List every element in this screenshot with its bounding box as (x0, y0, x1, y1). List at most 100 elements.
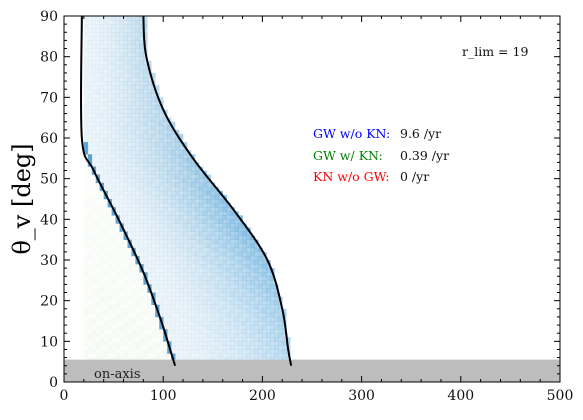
density-cell (147, 199, 152, 204)
density-cell (83, 300, 89, 306)
density-cell (278, 349, 283, 354)
density-cell (198, 264, 204, 269)
density-cell (183, 190, 188, 196)
density-cell (190, 186, 196, 192)
density-cell (103, 268, 108, 273)
density-cell (131, 227, 136, 232)
density-cell (135, 32, 140, 37)
density-cell (147, 190, 152, 196)
density-cell (159, 268, 164, 273)
density-cell (99, 223, 104, 228)
density-cell (218, 325, 224, 330)
density-cell (87, 268, 93, 273)
density-cell (234, 239, 239, 245)
density-cell (163, 325, 168, 330)
density-cell (167, 276, 172, 281)
density-cell (135, 264, 140, 269)
density-cell (230, 268, 235, 273)
density-cell (242, 284, 247, 289)
density-cell (135, 85, 140, 90)
density-cell (107, 186, 112, 192)
density-cell (147, 166, 152, 171)
density-cell (111, 121, 116, 127)
density-cell (95, 150, 101, 155)
density-cell (159, 186, 164, 192)
density-cell (194, 211, 200, 216)
density-cell (139, 231, 144, 236)
density-cell (103, 97, 108, 102)
density-cell (147, 178, 152, 184)
density-cell (286, 337, 291, 342)
density-cell (131, 239, 136, 245)
density-cell (242, 260, 247, 265)
density-cell (103, 321, 108, 326)
density-cell (119, 308, 124, 314)
density-cell (278, 353, 283, 358)
density-cell (135, 52, 140, 57)
density-cell (171, 288, 176, 293)
density-cell (127, 349, 132, 354)
density-cell (218, 288, 224, 293)
density-cell (210, 203, 216, 208)
density-cell (179, 231, 184, 236)
density-cell (210, 215, 216, 220)
density-cell (107, 349, 112, 354)
density-cell (143, 219, 148, 224)
density-cell (163, 125, 168, 131)
density-cell (183, 243, 188, 249)
density-cell (206, 211, 212, 216)
density-cell (151, 308, 156, 314)
density-cell (218, 296, 224, 301)
density-cell (139, 32, 144, 37)
density-cell (151, 321, 156, 326)
density-cell (91, 280, 97, 285)
density-cell (151, 292, 156, 297)
density-cell (163, 215, 168, 220)
density-cell (111, 166, 116, 171)
density-cell (119, 85, 124, 90)
density-cell (83, 158, 89, 163)
density-cell (139, 154, 144, 159)
density-cell (226, 223, 231, 228)
density-cell (151, 186, 156, 192)
density-cell (194, 300, 200, 306)
density-cell (175, 264, 180, 269)
density-cell (127, 170, 132, 175)
density-cell (155, 264, 160, 269)
density-cell (107, 255, 112, 261)
density-cell (99, 235, 104, 240)
density-cell (202, 337, 208, 342)
density-cell (135, 239, 140, 245)
density-cell (147, 142, 152, 147)
density-cell (91, 276, 97, 281)
density-cell (163, 251, 168, 257)
density-cell (139, 333, 144, 338)
density-cell (175, 251, 180, 257)
density-cell (234, 321, 239, 326)
density-cell (218, 304, 224, 310)
density-cell (131, 64, 136, 70)
density-cell (111, 56, 116, 62)
density-cell (115, 247, 120, 253)
density-cell (127, 24, 132, 29)
density-cell (139, 223, 144, 228)
density-cell (135, 117, 140, 123)
density-cell (135, 227, 140, 232)
density-cell (103, 44, 108, 49)
density-cell (119, 321, 124, 326)
density-cell (183, 194, 188, 200)
density-cell (119, 174, 124, 179)
density-cell (194, 296, 200, 301)
density-cell (135, 77, 140, 82)
density-cell (171, 280, 176, 285)
density-cell (187, 235, 192, 240)
density-cell (103, 24, 108, 29)
density-cell (214, 260, 220, 265)
density-cell (151, 133, 156, 139)
density-cell (123, 48, 128, 53)
density-cell (103, 280, 108, 285)
density-cell (183, 174, 188, 179)
density-cell (127, 341, 132, 346)
density-cell (159, 166, 164, 171)
density-cell (99, 20, 104, 25)
